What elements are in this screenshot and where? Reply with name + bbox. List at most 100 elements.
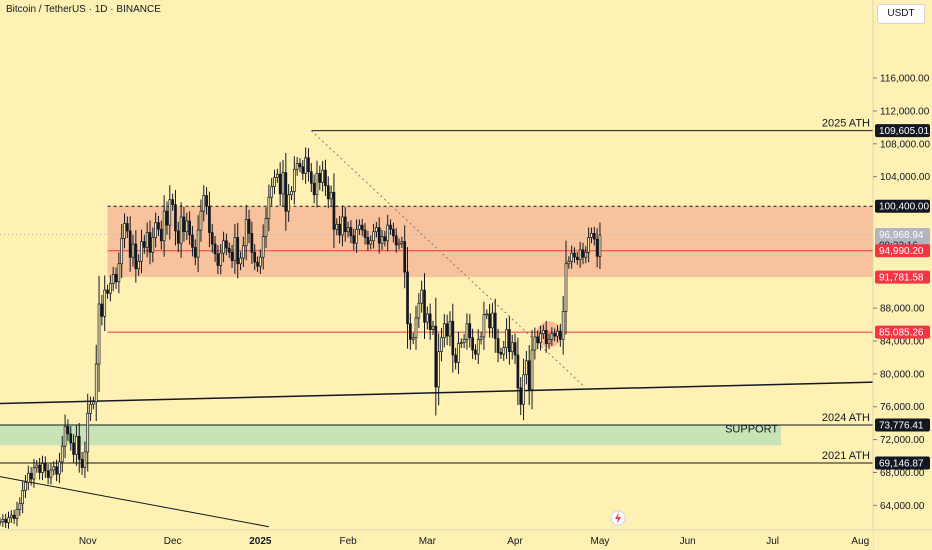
candle-body (321, 169, 324, 183)
candle-body (162, 210, 166, 242)
candle-body (202, 195, 206, 212)
candle-body (55, 466, 58, 475)
candle-body (43, 463, 47, 472)
candle-body (103, 289, 107, 317)
candle-body (94, 363, 98, 403)
candle-body (205, 195, 208, 207)
candle-body (451, 320, 455, 356)
candle-body (380, 236, 384, 244)
candle-body (575, 256, 579, 261)
price-tag-label: 73,776.41 (879, 421, 924, 432)
support-zone (0, 424, 782, 446)
price-tag-label: 100,400.00 (879, 202, 929, 213)
candles (0, 147, 602, 529)
candle-body (508, 329, 511, 353)
candle-body (111, 274, 115, 284)
candle-body (148, 232, 152, 253)
candle-body (41, 463, 44, 473)
candle-body (0, 521, 2, 524)
candle-body (168, 199, 172, 226)
candle-body (72, 442, 75, 455)
candle-body (468, 323, 472, 339)
candle-body (15, 509, 19, 519)
price-tag (875, 325, 930, 339)
candle-body (278, 173, 282, 195)
candle-body (550, 333, 554, 340)
candle-body (457, 343, 460, 363)
candle-body (513, 342, 517, 356)
price-tag-label: 96,968.94 (879, 230, 924, 241)
candle-body (329, 191, 333, 200)
y-tick-label: 72,000.00 (880, 435, 925, 446)
x-tick-label: Jun (680, 536, 696, 547)
candle-body (264, 218, 268, 238)
y-tick-label: 76,000.00 (880, 402, 925, 413)
candle-body (261, 236, 265, 258)
candle-body (474, 349, 477, 355)
candle-body (290, 191, 293, 196)
candle-body (182, 216, 186, 233)
candle-body (505, 329, 508, 348)
candle-body (476, 339, 480, 355)
candle-body (389, 224, 392, 230)
candle-body (32, 467, 36, 480)
candle-body (584, 251, 588, 258)
candle-body (131, 243, 135, 258)
candle-body (304, 157, 307, 174)
price-tag-label: 91,781.58 (879, 273, 924, 284)
price-tag (875, 456, 930, 470)
candle-body (519, 387, 523, 405)
candle-body (307, 157, 310, 173)
candle-body (587, 237, 590, 253)
x-tick-label: Apr (507, 536, 523, 547)
candle-body (372, 231, 375, 242)
candle-body (539, 333, 542, 344)
candle-body (157, 222, 160, 230)
candle-body (400, 241, 404, 244)
candle-body (140, 241, 143, 262)
candle-body (60, 445, 64, 463)
candle-body (567, 260, 571, 265)
candle-body (292, 168, 296, 192)
candle-body (230, 251, 234, 261)
candle-body (216, 253, 220, 266)
candle-body (527, 360, 531, 390)
candle-body (346, 227, 350, 233)
candle-body (533, 336, 537, 351)
candle-body (236, 237, 240, 265)
candle-body (406, 271, 409, 325)
candle-body (366, 237, 370, 245)
currency-button[interactable]: USDT (877, 4, 925, 24)
candle-body (564, 263, 568, 312)
candle-body (171, 199, 174, 205)
price-tag (875, 418, 930, 432)
candle-body (9, 514, 13, 519)
candle-body (558, 330, 562, 340)
candle-body (21, 490, 24, 505)
candle-body (298, 163, 302, 168)
candle-body (244, 219, 248, 247)
candle-body (462, 339, 466, 344)
candle-body (114, 274, 118, 283)
candle-body (358, 224, 361, 230)
candle-body (431, 325, 435, 330)
candle-body (578, 249, 582, 261)
candle-body (445, 323, 449, 337)
candle-body (442, 323, 446, 339)
candle-body (24, 481, 27, 491)
candle-body (213, 243, 217, 255)
candle-body (239, 257, 242, 265)
price-tag-label: 69,146.87 (879, 459, 924, 470)
candle-body (437, 351, 440, 388)
candle-body (352, 235, 356, 244)
candle-body (176, 230, 180, 244)
candle-body (335, 223, 339, 230)
y-tick-label: 88,000.00 (880, 304, 925, 315)
candle-body (38, 464, 41, 473)
candle-body (142, 241, 146, 248)
candle-body (109, 283, 112, 294)
candle-body (69, 433, 73, 444)
candle-body (219, 252, 223, 266)
candle-body (383, 236, 387, 242)
